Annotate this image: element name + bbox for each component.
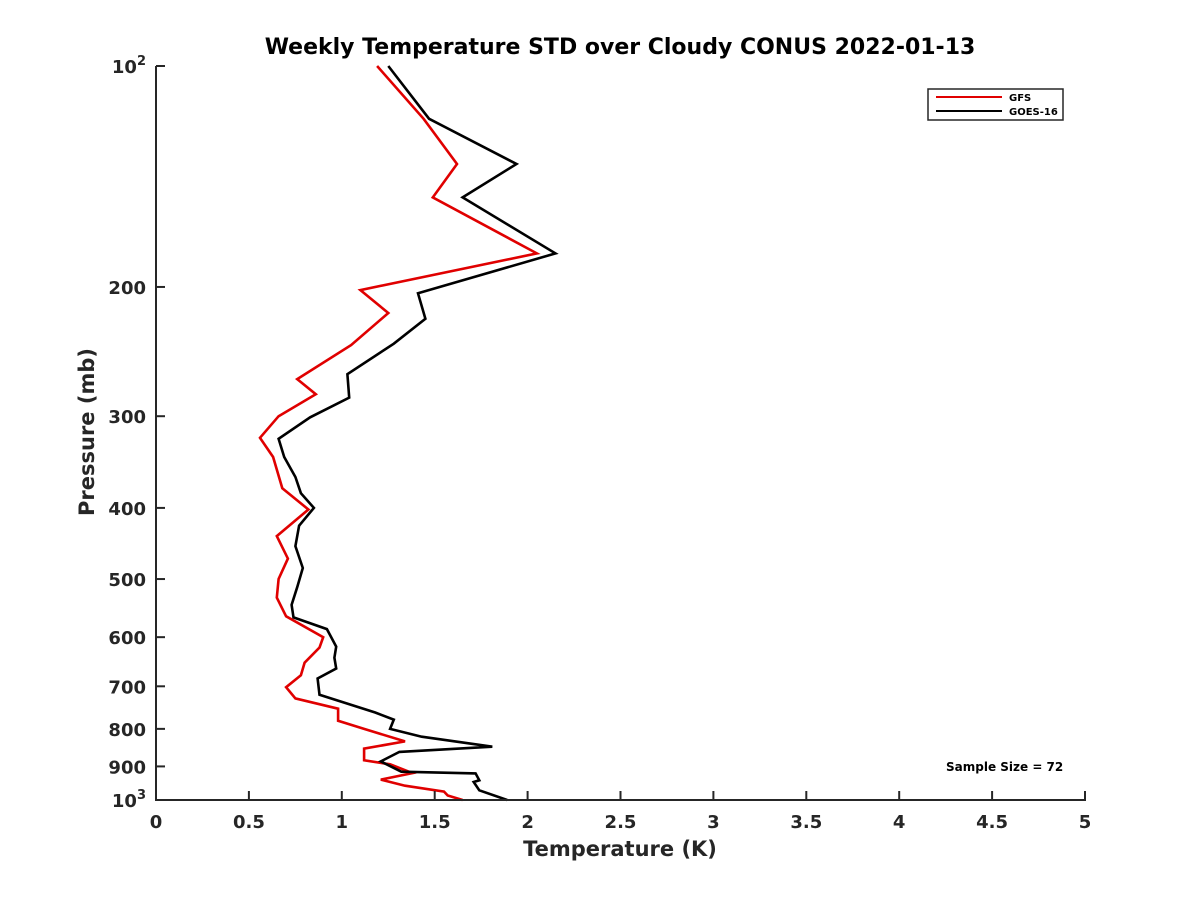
series-line-goes16 [277, 65, 559, 802]
x-tick-label: 5 [1079, 812, 1092, 833]
legend: GFS GOES-16 [927, 88, 1064, 121]
x-tick-label: 3.5 [790, 812, 822, 833]
y-tick-label: 400 [108, 499, 146, 520]
sample-size-annotation: Sample Size = 72 [946, 760, 1063, 774]
y-axis-title: Pressure (mb) [75, 348, 99, 516]
axes: 0 0.5 1 1.5 2 2.5 3 3.5 4 4.5 5 102 200 300 400 500 600 7… [108, 54, 1091, 833]
x-tick-label: 1.5 [419, 812, 451, 833]
y-tick-label: 800 [108, 720, 146, 741]
x-tick-label: 3 [707, 812, 720, 833]
x-axis-title: Temperature (K) [523, 837, 717, 861]
y-tick-label: 900 [108, 757, 146, 778]
x-tick-label: 4 [893, 812, 906, 833]
y-tick-label: 200 [108, 278, 146, 299]
x-tick-label: 0 [150, 812, 163, 833]
chart-title: Weekly Temperature STD over Cloudy CONUS… [265, 35, 976, 60]
x-tick-label: 4.5 [976, 812, 1008, 833]
legend-box [927, 88, 1064, 121]
y-tick-label: 500 [108, 570, 146, 591]
legend-label-gfs: GFS [1009, 93, 1031, 104]
x-tick-label: 0.5 [233, 812, 265, 833]
x-tick-label: 2 [521, 812, 534, 833]
y-tick-label: 103 [112, 788, 146, 812]
x-tick-label: 1 [336, 812, 349, 833]
y-tick-label: 102 [112, 54, 146, 78]
y-tick-label: 600 [108, 628, 146, 649]
x-tick-label: 2.5 [605, 812, 637, 833]
plot-area [258, 65, 559, 802]
y-tick-label: 300 [108, 407, 146, 428]
y-tick-label: 700 [108, 677, 146, 698]
legend-label-goes16: GOES-16 [1009, 107, 1058, 118]
